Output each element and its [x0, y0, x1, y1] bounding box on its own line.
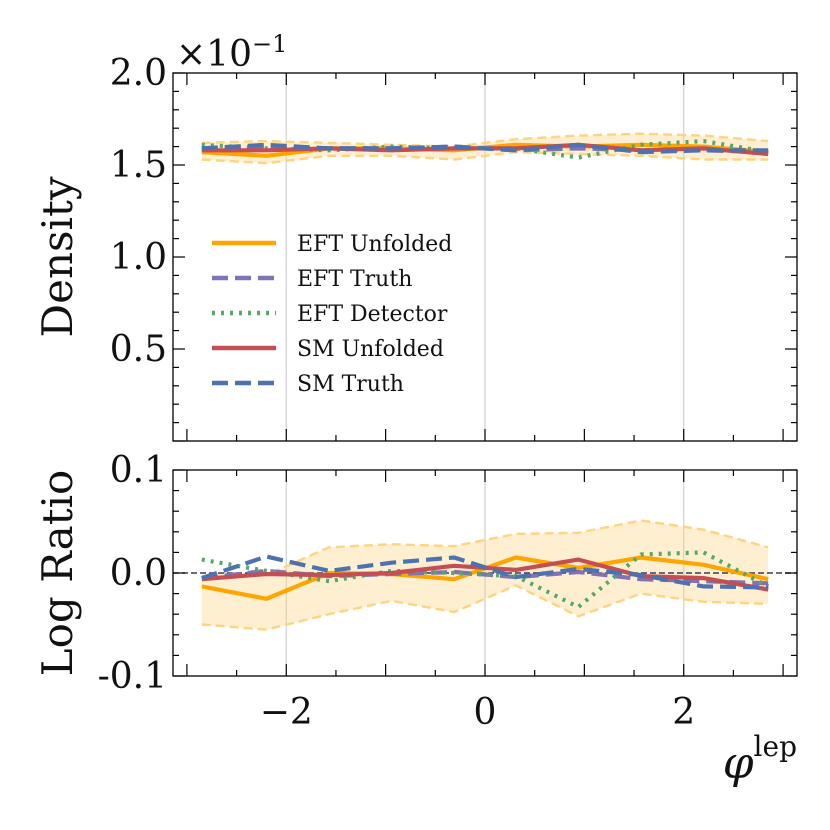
- legend: EFT Unfolded EFT Truth EFT Detector SM Unfo…: [212, 232, 452, 397]
- log-ratio-y-tick-label: -0.1: [98, 656, 167, 697]
- density-band-upper-edge: [201, 132, 769, 148]
- x-tick-label: 2: [672, 692, 695, 733]
- log-ratio-band-lower-edge: [201, 584, 769, 631]
- log-ratio-series-sm-truth: [201, 554, 769, 590]
- log-ratio-y-tick-label: 0.1: [110, 450, 167, 491]
- density-scale-multiplier: ×10−1: [176, 30, 287, 75]
- legend-label-sm-unfolded: SM Unfolded: [297, 337, 444, 362]
- density-y-tick-label: 2.0: [110, 53, 167, 94]
- density-series-sm-truth: [201, 142, 769, 155]
- x-axis-label-superscript: lep: [754, 730, 797, 763]
- x-tick-label: 0: [474, 692, 497, 733]
- legend-label-eft-truth: EFT Truth: [297, 267, 412, 292]
- x-axis-label-symbol: φ: [723, 738, 754, 789]
- legend-label-eft-unfolded: EFT Unfolded: [297, 232, 452, 257]
- log-ratio-band-upper-edge: [201, 519, 769, 578]
- density-y-tick-label: 0.5: [110, 329, 167, 370]
- x-axis-label: φlep: [723, 730, 797, 789]
- log-ratio-y-tick-label: 0.0: [110, 553, 167, 594]
- legend-label-eft-detector: EFT Detector: [297, 302, 448, 327]
- log-ratio-y-axis-label: Log Ratio: [33, 470, 82, 677]
- density-band-lower-edge: [201, 150, 769, 165]
- density-panel: 0.5 1.0 1.5 2.0 Density ×10−1: [33, 30, 798, 442]
- density-y-tick-label: 1.0: [110, 237, 167, 278]
- density-y-tick-label: 1.5: [110, 145, 167, 186]
- density-y-axis-label: Density: [33, 176, 82, 337]
- log-ratio-panel: -0.1 0.0 0.1 Log Ratio −2 0 2: [33, 450, 798, 733]
- x-tick-label: −2: [260, 692, 313, 733]
- legend-label-sm-truth: SM Truth: [297, 372, 404, 397]
